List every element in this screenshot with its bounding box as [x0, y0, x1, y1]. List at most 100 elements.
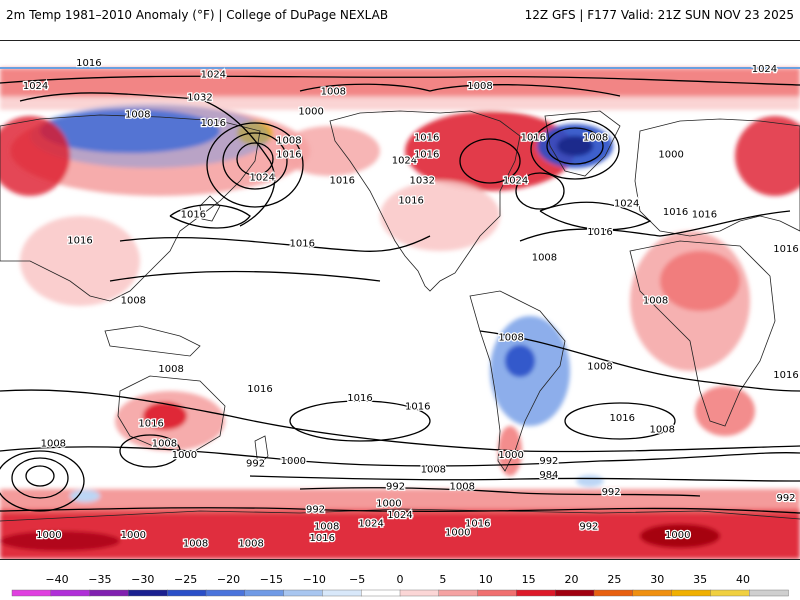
isobar-label: 1008 [498, 333, 523, 344]
isobar-label: 1024 [249, 173, 274, 184]
colorbar-swatch [477, 589, 518, 597]
isobar-label: 1016 [201, 118, 226, 129]
colorbar-swatch [283, 589, 324, 597]
isobar-1000-southern [249, 475, 800, 482]
isobar-label: 1024 [387, 510, 412, 521]
southern-ocean-cold-1 [70, 490, 100, 502]
low-north-pacific-ring [222, 132, 288, 190]
south-america-cold-core [505, 345, 535, 377]
isobar-label: 1000 [665, 530, 690, 541]
isobar-label: 1016 [276, 150, 301, 161]
isobar-1024-pacific [169, 204, 251, 229]
colorbar-tick-label: 20 [565, 573, 579, 586]
colorbar-tick-label: 30 [650, 573, 664, 586]
isobar-1008-antarctic [0, 507, 800, 514]
colorbar-tick-label: 10 [479, 573, 493, 586]
isobar-label: 1016 [773, 244, 798, 255]
isobar-label: 1008 [467, 81, 492, 92]
colorbar-tick-label: −15 [260, 573, 283, 586]
colorbar: −40 −35 −30 −25 −20 −15 −10 −5 0 5 10 15 20 25 30 35 40 [11, 573, 789, 597]
isobar-label: 1024 [614, 198, 639, 209]
scandinavia-warm-patch [735, 116, 800, 196]
isobar-1008-npac [19, 92, 276, 227]
low-atlantic-ring [515, 172, 565, 210]
isobar-label: 1008 [238, 539, 263, 550]
southern-africa-warm [695, 386, 755, 436]
isobar-label: 1024 [23, 81, 48, 92]
isobar-label: 1008 [643, 296, 668, 307]
isobar-1016-subtropical [109, 270, 381, 282]
isobar-label: 1000 [376, 499, 401, 510]
isobar-label: 1008 [276, 135, 301, 146]
isobar-1016-tropics [479, 330, 800, 392]
canada-warm-patch [405, 111, 575, 191]
isobar-label: 1016 [76, 58, 101, 69]
colorbar-tick-label: 35 [693, 573, 707, 586]
map-panel[interactable]: 1016 1024 1024 1024 1008 1008 1032 1008 1016 1000… [0, 40, 800, 560]
southern-ocean-warm-1 [640, 524, 720, 548]
isobar-label: 1016 [347, 393, 372, 404]
colorbar-swatch [50, 589, 91, 597]
isobar-label: 1016 [587, 227, 612, 238]
isobar-label: 992 [602, 487, 621, 498]
colorbar-tick-label: −30 [131, 573, 154, 586]
isobar-1016-north [0, 75, 800, 86]
isobar-label: 1016 [181, 210, 206, 221]
low-southern-ocean-core [25, 465, 55, 487]
isobar-label: 1000 [498, 450, 523, 461]
north-america-coast [329, 110, 521, 292]
colorbar-tick-label: −5 [349, 573, 365, 586]
isobar-label: 1008 [421, 464, 446, 475]
greenland-coast [544, 110, 621, 177]
isobar-label: 1000 [281, 456, 306, 467]
australia-coast [117, 375, 226, 452]
isobar-label: 1024 [201, 70, 226, 81]
africa-coast [629, 240, 776, 427]
isobar-992-southern [299, 487, 701, 497]
isobar-label: 1000 [121, 530, 146, 541]
colorbar-swatch [361, 589, 401, 597]
isobar-label: 1016 [289, 238, 314, 249]
colorbar-tick-label: −40 [45, 573, 68, 586]
isobar-label: 1008 [152, 439, 177, 450]
isobar-label: 992 [776, 493, 795, 504]
coastlines [0, 67, 800, 522]
colorbar-swatch [399, 589, 440, 597]
colorbar-tick-label: 40 [736, 573, 750, 586]
colorbar-swatch [516, 589, 556, 597]
maritime-continent-coast [104, 325, 201, 357]
isobar-label: 1024 [503, 175, 528, 186]
south-asia-warm-patch [20, 216, 140, 306]
isobar-label: 1016 [663, 207, 688, 218]
isobar-labels: 1016102410241024100810081032100810161000… [22, 57, 800, 551]
anomaly-map[interactable]: 1016102410241024100810081032100810161000… [0, 41, 800, 559]
isobar-label: 1016 [405, 401, 430, 412]
colorbar-swatch [593, 589, 634, 597]
isobar-label: 1016 [398, 195, 423, 206]
isobar-label: 1008 [41, 439, 66, 450]
isobar-label: 1008 [649, 424, 674, 435]
colorbar-tick-label: −10 [303, 573, 326, 586]
isobar-label: 1016 [247, 384, 272, 395]
colorbar-swatch [128, 589, 168, 597]
low-north-pacific-core [236, 142, 274, 176]
isobar-label: 1008 [587, 361, 612, 372]
antarctica-coast [0, 508, 800, 522]
colorbar-swatch [89, 589, 130, 597]
isobar-label: 1008 [532, 253, 557, 264]
isobar-label: 1016 [414, 150, 439, 161]
high-south-pacific [289, 400, 431, 442]
colorbar-swatch [749, 589, 789, 597]
isobar-label: 1016 [67, 235, 92, 246]
isobar-label: 1000 [658, 150, 683, 161]
low-southern-ocean-ring [11, 457, 69, 499]
usa-warm-patch [380, 181, 500, 251]
isobar-label: 1016 [521, 132, 546, 143]
colorbar-tick-label: 25 [607, 573, 621, 586]
africa-warm-core [660, 251, 740, 311]
isobar-label: 992 [306, 504, 325, 515]
low-greenland-ring [546, 127, 604, 165]
model-run-info: 12Z GFS | F177 Valid: 21Z SUN NOV 23 202… [524, 8, 794, 22]
isobar-label: 1016 [465, 519, 490, 530]
isobar-label: 1016 [329, 175, 354, 186]
